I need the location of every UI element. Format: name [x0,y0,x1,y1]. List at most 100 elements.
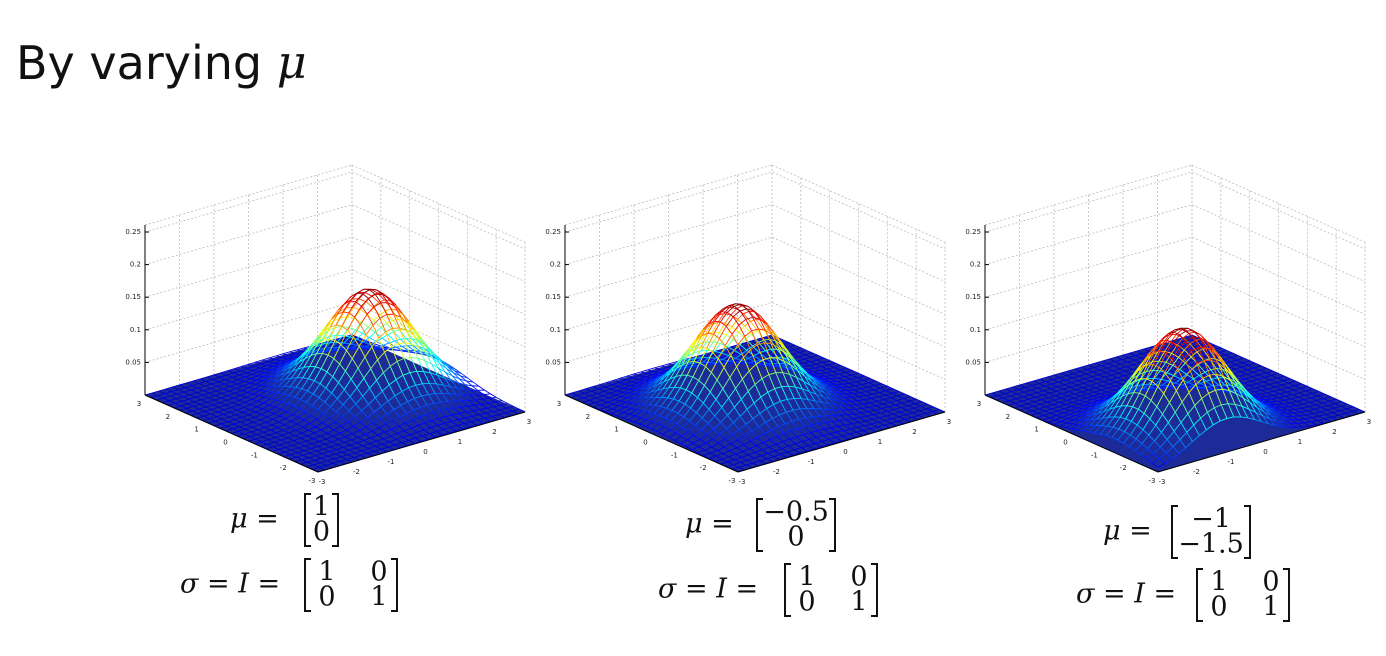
mesh-line [325,435,333,440]
mesh-line [258,368,266,373]
mesh-line [723,346,731,350]
mesh-line [863,377,871,381]
mesh-line [288,429,297,434]
mesh-line [749,362,757,365]
mesh-line [394,391,403,397]
mesh-line [359,324,367,336]
mesh-line [381,448,388,453]
mesh-line [247,391,254,395]
mesh-line [371,427,380,432]
mesh-line [223,414,230,418]
mesh-line [633,373,640,377]
mesh-line [376,440,383,445]
mesh-line [342,327,350,336]
mesh-line [233,423,240,428]
mesh-line [360,416,368,423]
mesh-line [388,297,396,307]
mesh-line [293,399,301,407]
mesh-line [647,367,655,371]
mesh-line [250,404,257,408]
mesh-line [238,376,246,380]
mesh-line [422,433,430,437]
mesh-line [450,380,458,389]
mesh-line [310,415,317,420]
mesh-line [205,381,212,385]
mesh-line [725,334,734,340]
mesh-line [240,394,247,398]
mesh-line [224,381,232,385]
mesh-line [309,423,316,428]
mesh-line [324,443,331,448]
mesh-line [360,421,367,428]
mesh-line [248,363,255,367]
mesh-line [261,380,269,386]
mesh-line [663,372,672,382]
mesh-line [257,372,265,377]
mesh-line [461,400,468,407]
mesh-line [621,392,629,397]
mesh-line [385,310,393,321]
x-tick-label: -1 [388,458,395,466]
mesh-line [181,398,189,402]
mesh-line [238,379,245,382]
mesh-line [615,394,622,397]
mesh-line [290,452,298,456]
mesh-line [332,436,339,440]
mesh-line [630,382,638,386]
mesh-line [484,389,491,395]
mesh-line [258,395,265,398]
mesh-line [926,408,933,412]
mesh-line [632,377,639,380]
mesh-line [882,401,890,405]
mesh-line [625,397,634,403]
z-tick-label: 0.2 [550,261,561,269]
mesh-line [417,358,425,372]
mesh-line [264,369,272,374]
mesh-line [363,337,370,343]
mesh-line [628,389,636,394]
mesh-line [426,404,434,413]
mesh-line [651,384,659,393]
mesh-line [925,413,932,417]
mesh-line [255,380,263,385]
mesh-line [809,361,817,365]
mesh-line [911,416,918,421]
mesh-line [261,384,268,387]
mesh-line [506,407,513,412]
mesh-line [335,451,343,455]
mesh-line [797,370,805,377]
mesh-line [792,353,799,358]
mesh-line [720,334,727,344]
mesh-line [667,365,675,369]
mesh-line [349,442,358,446]
mesh-line [419,407,427,415]
mesh-line [463,388,471,391]
mesh-line [494,400,503,403]
mesh-line [193,378,201,382]
mesh-line [340,421,349,427]
mesh-line [302,454,309,459]
mesh-line [891,392,898,397]
mesh-line [456,425,464,430]
mesh-line [424,360,431,374]
mesh-line [218,379,226,383]
mesh-line [347,454,354,458]
mesh-line [291,447,299,451]
mesh-line [311,336,320,348]
mesh-line [398,342,406,344]
mesh-line [834,367,841,371]
mesh-line [225,428,233,432]
mesh-line [455,393,463,401]
mesh-line [321,455,329,459]
mesh-line [325,438,332,443]
mesh-line [408,440,415,444]
mesh-line [296,367,305,378]
mesh-line [849,381,857,384]
mesh-line [605,384,613,388]
mesh-line [207,401,214,406]
mesh-line [211,383,218,387]
mesh-line [200,403,207,408]
mesh-line [866,389,874,392]
mesh-line [401,345,409,351]
mesh-line [905,414,912,418]
